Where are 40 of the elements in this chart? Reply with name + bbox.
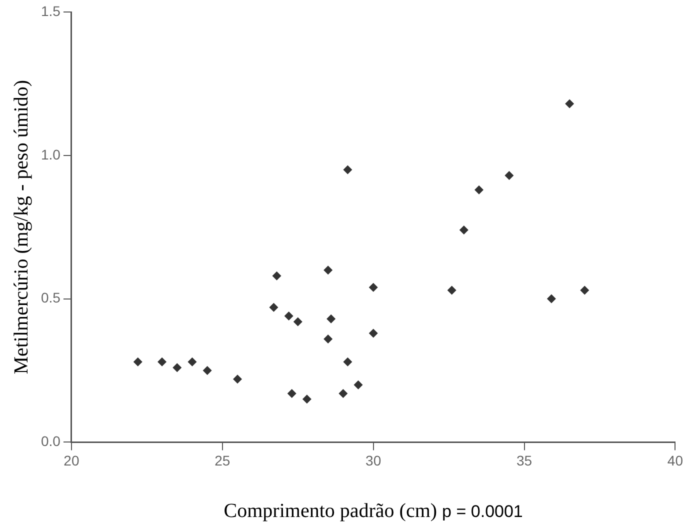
point [546,294,556,304]
point [324,266,333,275]
point [474,185,484,194]
point [302,394,312,404]
point [272,271,282,280]
point [504,170,514,180]
point [368,282,378,292]
point [368,328,378,338]
point [580,286,590,295]
point [158,357,167,366]
point [343,165,352,174]
point [565,99,574,108]
point [293,317,302,326]
y-tick-label: 1.5 [40,2,61,19]
x-tick-label: 40 [667,452,684,468]
point [326,314,336,324]
y-tick-label: 0.0 [40,433,61,450]
x-tick-label: 25 [214,452,230,468]
point [284,312,294,321]
point [172,363,182,372]
x-tick-label: 30 [366,452,382,468]
point [459,225,468,234]
point [202,366,212,375]
point [447,286,456,295]
point [287,388,296,398]
point [354,380,363,390]
point [133,357,142,366]
point [188,357,197,366]
point [338,388,348,398]
point [269,302,278,312]
x-axis-title: Comprimento padrão (cm) [224,500,442,522]
y-tick-label: 0.5 [40,290,61,306]
y-axis-title: Metilmercúrio (mg/kg - peso úmido) [10,80,32,374]
point [324,334,333,344]
text: p = 0.0001 [442,502,523,521]
x-tick-label: 20 [64,452,80,468]
x-tick-label: 35 [516,452,532,468]
point [232,374,242,384]
point [343,357,352,366]
y-tick-label: 1.0 [40,146,61,162]
